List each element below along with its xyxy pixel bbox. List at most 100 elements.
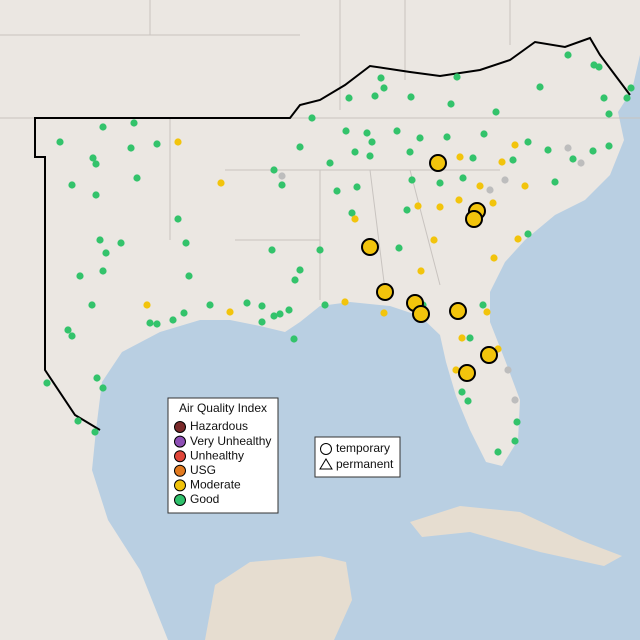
monitor-marker (524, 230, 532, 238)
temporary-monitor-marker (449, 302, 467, 320)
monitor-marker (206, 301, 214, 309)
monitor-marker (524, 138, 532, 146)
monitor-marker (459, 174, 467, 182)
monitor-marker (153, 140, 161, 148)
monitor-marker (492, 108, 500, 116)
monitor-marker (133, 174, 141, 182)
monitor-marker (417, 267, 425, 275)
monitor-marker (600, 94, 608, 102)
monitor-marker (217, 179, 225, 187)
monitor-marker (509, 156, 517, 164)
monitor-marker (68, 181, 76, 189)
monitor-marker (182, 239, 190, 247)
monitor-marker (341, 298, 349, 306)
monitor-marker (351, 148, 359, 156)
monitor-marker (363, 129, 371, 137)
monitor-marker (453, 73, 461, 81)
cuba (410, 506, 622, 566)
region-boundary (34, 36, 631, 431)
monitor-marker (458, 388, 466, 396)
monitor-marker (476, 182, 484, 190)
monitor-marker (511, 437, 519, 445)
monitor-marker (308, 114, 316, 122)
monitor-marker (416, 134, 424, 142)
legend-item: Moderate (190, 478, 241, 492)
temporary-monitor-marker (465, 210, 483, 228)
monitor-marker (393, 127, 401, 135)
monitor-marker (56, 138, 64, 146)
monitor-marker (351, 215, 359, 223)
monitor-marker (511, 141, 519, 149)
monitor-marker (494, 448, 502, 456)
monitor-marker (291, 276, 299, 284)
legend-swatch (174, 494, 186, 506)
legend-swatch (174, 464, 186, 477)
monitor-marker (486, 186, 494, 194)
monitor-marker (180, 309, 188, 317)
monitor-marker (278, 172, 286, 180)
monitor-marker (96, 236, 104, 244)
legend-swatch (174, 421, 186, 433)
monitor-marker (333, 187, 341, 195)
monitor-marker (102, 249, 110, 257)
monitor-marker (458, 334, 466, 342)
monitor-marker (169, 316, 177, 324)
monitor-marker (371, 92, 379, 100)
temporary-monitor-marker (412, 305, 430, 323)
monitor-marker (93, 374, 101, 382)
temporary-monitor-marker (458, 364, 476, 382)
monitor-marker (296, 266, 304, 274)
monitor-marker (436, 179, 444, 187)
monitor-marker (447, 100, 455, 108)
monitor-marker (68, 332, 76, 340)
monitor-marker (270, 312, 278, 320)
monitor-marker (414, 202, 422, 210)
monitor-marker (117, 239, 125, 247)
monitor-marker (276, 310, 284, 318)
monitor-marker (130, 119, 138, 127)
monitor-marker (407, 93, 415, 101)
monitor-marker (452, 366, 460, 374)
monitor-marker (74, 417, 82, 425)
monitor-marker (64, 326, 72, 334)
temporary-monitor-marker (361, 238, 379, 256)
monitor-marker (243, 299, 251, 307)
monitor-marker (316, 246, 324, 254)
monitor-marker (469, 154, 477, 162)
monitor-marker (577, 159, 585, 167)
monitor-marker (430, 236, 438, 244)
monitor-marker (348, 209, 356, 217)
monitor-marker (589, 147, 597, 155)
monitor-marker (368, 138, 376, 146)
monitor-marker (76, 272, 84, 280)
monitor-marker (153, 320, 161, 328)
monitor-marker (480, 130, 488, 138)
monitor-marker (564, 144, 572, 152)
monitor-marker (353, 183, 361, 191)
monitor-marker (623, 94, 631, 102)
monitor-marker (91, 428, 99, 436)
monitor-marker (536, 83, 544, 91)
monitor-marker (270, 166, 278, 174)
monitor-marker (326, 159, 334, 167)
legend-swatch (174, 450, 186, 463)
monitor-marker (408, 176, 416, 184)
monitor-marker (290, 335, 298, 343)
monitor-marker (342, 127, 350, 135)
monitor-marker (605, 110, 613, 118)
temporary-monitor-marker (480, 346, 498, 364)
monitor-marker (99, 123, 107, 131)
monitor-marker (146, 319, 154, 327)
monitor-marker (89, 154, 97, 162)
monitor-marker (226, 308, 234, 316)
monitor-marker (436, 203, 444, 211)
temporary-monitor-marker (376, 283, 394, 301)
monitor-marker (466, 334, 474, 342)
monitor-marker (174, 215, 182, 223)
legend-box (314, 436, 401, 478)
monitor-marker (380, 84, 388, 92)
legend-item: USG (190, 463, 216, 477)
legend-swatch (174, 435, 186, 448)
